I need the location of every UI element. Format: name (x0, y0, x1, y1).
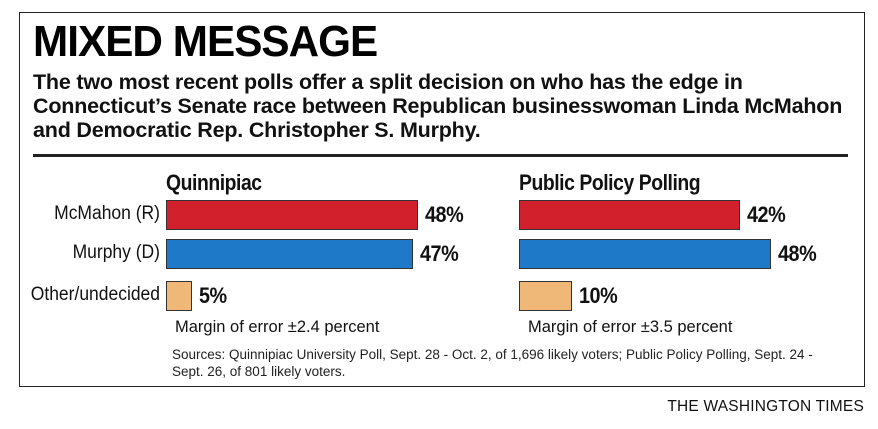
bar-value-label: 48% (425, 202, 464, 227)
publisher-credit: THE WASHINGTON TIMES (667, 398, 864, 415)
category-label: McMahon (R) (54, 203, 160, 224)
chart-title: MIXED MESSAGE (33, 17, 378, 66)
panel-title: Public Policy Polling (519, 170, 701, 195)
panel-title: Quinnipiac (166, 170, 262, 195)
bar (519, 281, 572, 311)
margin-of-error: Margin of error ±3.5 percent (528, 318, 733, 336)
graphic-frame (19, 12, 865, 387)
bar (519, 200, 740, 230)
category-label: Other/undecided (30, 284, 160, 305)
bar (166, 239, 413, 269)
bar (519, 239, 771, 269)
margin-of-error: Margin of error ±2.4 percent (175, 318, 380, 336)
chart-subtitle: The two most recent polls offer a split … (33, 70, 843, 142)
bar-value-label: 10% (579, 283, 618, 308)
bar-value-label: 5% (199, 283, 227, 308)
title-divider (33, 154, 848, 157)
bar-value-label: 48% (778, 241, 817, 266)
sources-note: Sources: Quinnipiac University Poll, Sep… (172, 347, 813, 379)
bar (166, 281, 192, 311)
bar-value-label: 42% (747, 202, 786, 227)
bar (166, 200, 418, 230)
bar-value-label: 47% (420, 241, 459, 266)
category-label: Murphy (D) (72, 242, 160, 263)
